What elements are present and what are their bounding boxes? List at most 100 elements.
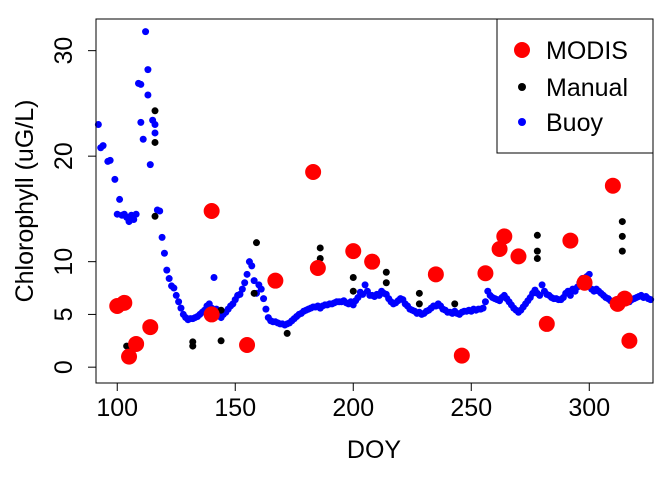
manual-point: [415, 300, 423, 308]
buoy-point: [170, 284, 178, 292]
legend-label-modis: MODIS: [546, 37, 628, 65]
buoy-point: [106, 156, 114, 164]
manual-point: [618, 247, 626, 255]
buoy-point: [210, 273, 218, 281]
buoy-point: [238, 285, 246, 293]
manual-point: [217, 306, 225, 314]
buoy-point: [151, 121, 159, 129]
buoy-point: [172, 291, 180, 299]
x-axis-label: DOY: [347, 436, 402, 464]
modis-point: [477, 265, 494, 282]
modis-point: [453, 347, 470, 364]
buoy-point: [260, 295, 268, 303]
manual-point: [316, 244, 324, 252]
modis-point: [576, 274, 593, 291]
x-tick-label: 200: [332, 394, 374, 422]
manual-point: [283, 329, 291, 337]
buoy-point: [566, 291, 574, 299]
manual-point: [533, 255, 541, 263]
manual-point: [618, 232, 626, 240]
modis-point: [491, 241, 508, 258]
buoy-point: [177, 304, 185, 312]
buoy-point: [146, 161, 154, 169]
manual-point: [217, 337, 225, 345]
buoy-point: [158, 233, 166, 241]
buoy-point: [479, 304, 487, 312]
legend-marker-manual: [518, 83, 526, 91]
modis-point: [116, 294, 133, 311]
buoy-point: [160, 249, 168, 257]
buoy-point: [94, 121, 102, 129]
buoy-point: [243, 270, 251, 278]
modis-point: [510, 248, 527, 265]
buoy-point: [241, 279, 249, 287]
manual-point: [349, 273, 357, 281]
modis-point: [121, 348, 138, 365]
modis-point: [364, 253, 381, 270]
buoy-point: [257, 285, 265, 293]
buoy-point: [144, 91, 152, 99]
manual-point: [189, 342, 197, 350]
x-tick-label: 150: [214, 394, 256, 422]
x-tick-label: 250: [450, 394, 492, 422]
manual-point: [349, 287, 357, 295]
modis-point: [616, 290, 633, 307]
modis-point: [128, 335, 145, 352]
modis-point: [345, 243, 362, 260]
manual-point: [151, 107, 159, 115]
manual-point: [382, 279, 390, 287]
modis-point: [562, 232, 579, 249]
buoy-point: [236, 290, 244, 298]
y-tick-label: 5: [50, 307, 78, 321]
axis-ticks: 100 150 200 250 300 0 5 10 20 30: [50, 37, 610, 422]
buoy-point: [262, 305, 270, 313]
modis-point: [621, 332, 638, 349]
y-tick-label: 0: [50, 360, 78, 374]
manual-point: [618, 218, 626, 226]
buoy-point: [137, 80, 145, 88]
buoy-point: [137, 118, 145, 126]
x-tick-label: 300: [568, 394, 610, 422]
manual-point: [252, 239, 260, 247]
buoy-point: [250, 277, 258, 285]
buoy-point: [156, 207, 164, 215]
manual-point: [151, 138, 159, 146]
buoy-point: [132, 210, 140, 218]
legend: MODIS Manual Buoy: [496, 18, 654, 154]
modis-point: [604, 177, 621, 194]
modis-point: [309, 259, 326, 276]
manual-point: [415, 289, 423, 297]
buoy-point: [481, 298, 489, 306]
modis-point: [267, 272, 284, 289]
manual-point: [250, 289, 258, 297]
y-tick-label: 20: [50, 142, 78, 170]
buoy-point: [144, 66, 152, 74]
legend-marker-modis: [514, 42, 530, 58]
buoy-point: [248, 262, 256, 270]
buoy-point: [538, 281, 546, 289]
y-tick-label: 30: [50, 37, 78, 65]
manual-point: [533, 231, 541, 239]
plot-frame: [95, 18, 654, 384]
manual-point: [382, 268, 390, 276]
modis-point: [305, 163, 322, 180]
modis-point: [538, 315, 555, 332]
modis-point: [427, 266, 444, 283]
buoy-point: [361, 281, 369, 289]
manual-point: [533, 247, 541, 255]
buoy-point: [647, 296, 655, 304]
buoy-point: [151, 129, 159, 137]
modis-point: [203, 203, 220, 220]
buoy-point: [111, 175, 119, 183]
buoy-point: [139, 135, 147, 143]
modis-point: [203, 306, 220, 323]
buoy-point: [175, 298, 183, 306]
plot-marks: [94, 28, 655, 365]
x-tick-label: 100: [96, 394, 138, 422]
buoy-point: [163, 266, 171, 274]
buoy-point: [165, 275, 173, 283]
legend-label-manual: Manual: [546, 74, 628, 102]
legend-label-buoy: Buoy: [546, 109, 603, 137]
y-axis-label: Chlorophyll (uG/L): [11, 100, 39, 303]
